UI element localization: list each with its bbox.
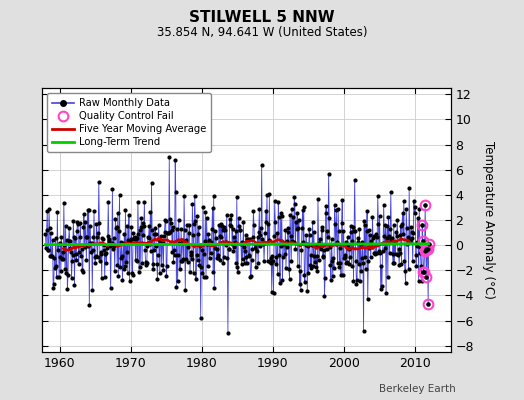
Legend: Raw Monthly Data, Quality Control Fail, Five Year Moving Average, Long-Term Tren: Raw Monthly Data, Quality Control Fail, … — [47, 93, 211, 152]
Text: 35.854 N, 94.641 W (United States): 35.854 N, 94.641 W (United States) — [157, 26, 367, 39]
Text: STILWELL 5 NNW: STILWELL 5 NNW — [189, 10, 335, 25]
Text: Berkeley Earth: Berkeley Earth — [379, 384, 456, 394]
Y-axis label: Temperature Anomaly (°C): Temperature Anomaly (°C) — [482, 141, 495, 299]
